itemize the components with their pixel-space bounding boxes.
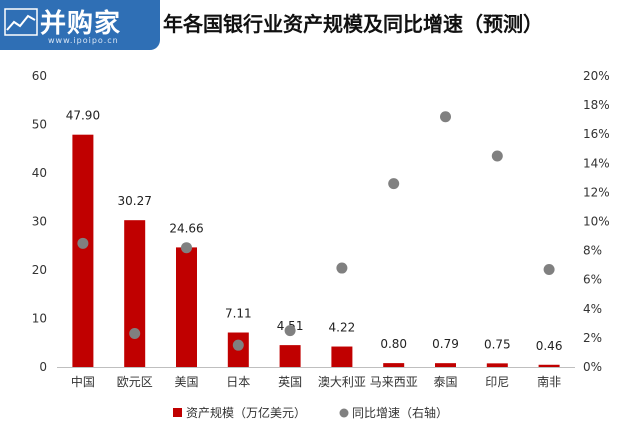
- y-tick-label: 20: [32, 263, 47, 277]
- legend-dot-swatch: [339, 408, 349, 418]
- bar-value-label: 24.66: [169, 221, 203, 235]
- bar: [538, 364, 560, 367]
- y2-tick-label: 6%: [583, 273, 602, 287]
- bar-value-label: 4.22: [329, 321, 356, 335]
- bar: [331, 346, 353, 367]
- category-label: 美国: [174, 375, 198, 389]
- logo-chart-icon: [4, 8, 38, 36]
- bar-value-label: 0.80: [380, 337, 407, 351]
- y2-tick-label: 14%: [583, 156, 610, 170]
- category-label: 英国: [278, 375, 302, 389]
- bar-value-label: 0.75: [484, 337, 511, 351]
- y-tick-label: 0: [39, 360, 47, 374]
- y-tick-label: 10: [32, 312, 47, 326]
- y-tick-label: 60: [32, 69, 47, 83]
- category-label: 澳大利亚: [318, 375, 366, 389]
- category-label: 印尼: [485, 375, 509, 389]
- bar: [176, 247, 197, 367]
- legend-bar-label: 资产规模（万亿美元）: [186, 405, 306, 420]
- growth-dot: [543, 264, 555, 276]
- y2-tick-label: 16%: [583, 127, 610, 141]
- y2-tick-label: 20%: [583, 69, 610, 83]
- category-label: 泰国: [433, 375, 457, 389]
- logo-text: 并购家: [40, 9, 122, 39]
- bar: [124, 220, 146, 367]
- logo: 并购家 www.ipoipo.cn: [0, 0, 160, 50]
- y2-tick-label: 2%: [583, 331, 602, 345]
- category-label: 欧元区: [117, 375, 153, 389]
- title-bar: 并购家 www.ipoipo.cn 年各国银行业资产规模及同比增速（预测）: [0, 0, 628, 50]
- growth-dot: [77, 237, 89, 249]
- category-label: 中国: [71, 374, 95, 389]
- growth-dot: [181, 242, 192, 254]
- growth-dot: [440, 111, 451, 123]
- y-tick-label: 30: [32, 215, 47, 229]
- growth-dot: [336, 262, 348, 274]
- bar: [383, 363, 405, 367]
- bar-value-label: 0.46: [536, 339, 563, 353]
- category-label: 南非: [537, 374, 561, 389]
- y2-tick-label: 4%: [583, 302, 602, 316]
- y-tick-label: 40: [32, 166, 47, 180]
- bar-value-label: 7.11: [225, 307, 252, 321]
- chart-title: 年各国银行业资产规模及同比增速（预测）: [163, 12, 543, 36]
- category-label: 日本: [226, 375, 250, 389]
- y2-tick-label: 8%: [583, 244, 602, 258]
- y2-tick-label: 12%: [583, 185, 610, 199]
- bar: [486, 363, 508, 367]
- bar: [279, 345, 301, 367]
- bar-value-label: 47.90: [66, 109, 100, 123]
- growth-dot: [284, 325, 296, 337]
- growth-dot: [491, 150, 503, 162]
- y2-tick-label: 10%: [583, 215, 610, 229]
- legend-dot-label: 同比增速（右轴）: [352, 405, 448, 420]
- y2-tick-label: 18%: [583, 98, 610, 112]
- bar-value-label: 0.79: [432, 337, 459, 351]
- logo-url: www.ipoipo.cn: [48, 36, 119, 45]
- growth-dot: [232, 339, 244, 351]
- bar-value-label: 30.27: [118, 194, 152, 208]
- growth-dot: [388, 178, 400, 190]
- bar: [435, 363, 456, 367]
- category-label: 马来西亚: [370, 375, 418, 389]
- bar: [72, 134, 94, 367]
- y2-tick-label: 0%: [583, 360, 602, 374]
- growth-dot: [129, 328, 141, 340]
- legend-bar-swatch: [173, 408, 182, 417]
- y-tick-label: 50: [32, 118, 47, 132]
